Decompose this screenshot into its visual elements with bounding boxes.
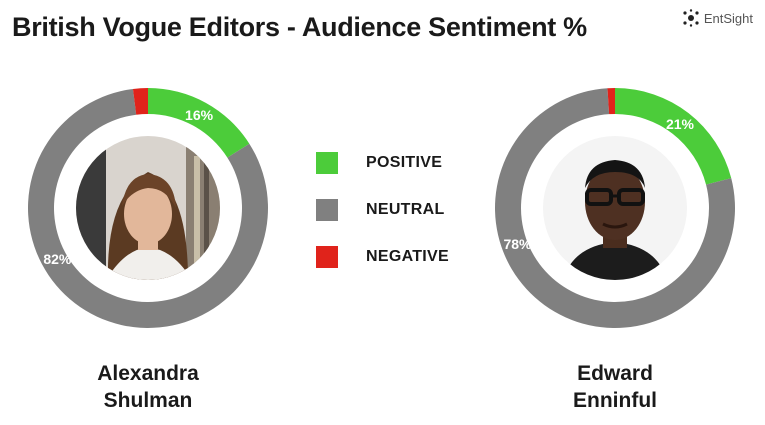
donut-data-label-positive: 21% <box>666 116 695 132</box>
person-name-left-line2: Shulman <box>103 389 193 412</box>
donut-svg-left: 16% 82% <box>28 88 269 329</box>
person-name-left: Alexandra Shulman <box>48 360 248 414</box>
donut-slice-positive <box>615 88 732 185</box>
legend-label-neutral: NEUTRAL <box>366 201 445 218</box>
portrait-photo-right <box>543 136 687 280</box>
page-title: British Vogue Editors - Audience Sentime… <box>12 12 587 42</box>
donut-svg-right: 21% 78% <box>495 88 735 329</box>
legend-label-positive: POSITIVE <box>366 154 443 171</box>
donut-slice-negative <box>132 88 148 115</box>
portrait-photo-left <box>76 136 220 280</box>
person-name-right-line2: Enninful <box>573 389 657 412</box>
person-name-right-line1: Edward <box>577 362 653 385</box>
legend-swatch-negative <box>316 246 338 268</box>
donut-data-label-neutral: 82% <box>43 251 72 267</box>
brand-logo: EntSight <box>682 9 753 27</box>
donut-slice-positive <box>148 88 250 158</box>
legend-item-positive: POSITIVE <box>316 152 449 174</box>
donut-data-label-positive: 16% <box>185 107 214 123</box>
donut-chart-right: 21% 78% <box>495 88 735 329</box>
legend-item-negative: NEGATIVE <box>316 246 449 268</box>
donut-data-label-neutral: 78% <box>503 236 532 252</box>
donut-chart-left: 16% 82% <box>28 88 269 329</box>
person-name-left-line1: Alexandra <box>97 362 199 385</box>
brand-logo-text: EntSight <box>703 10 753 26</box>
legend-label-negative: NEGATIVE <box>366 248 450 265</box>
dots-logo-icon <box>683 9 699 27</box>
legend-item-neutral: NEUTRAL <box>316 199 449 221</box>
donut-slice-negative <box>607 88 615 115</box>
legend-swatch-positive <box>316 152 338 174</box>
person-name-right: Edward Enninful <box>515 360 715 414</box>
legend-swatch-neutral <box>316 199 338 221</box>
legend: POSITIVE NEUTRAL NEGATIVE <box>316 152 449 293</box>
